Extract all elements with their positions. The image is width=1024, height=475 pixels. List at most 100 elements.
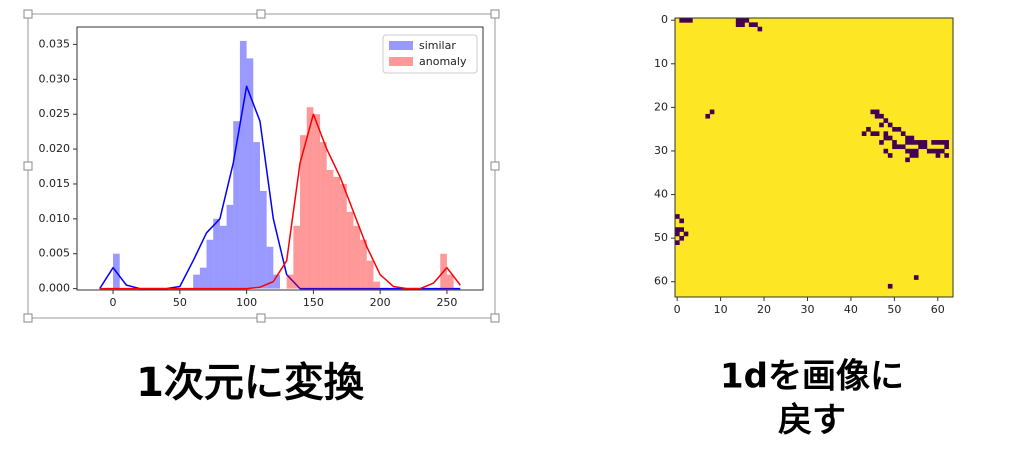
legend-swatch xyxy=(389,57,413,66)
selection-handles xyxy=(23,9,500,323)
heatmap-cell xyxy=(935,148,941,154)
x-tick-label: 20 xyxy=(757,303,771,316)
heatmap-cell xyxy=(879,140,884,145)
heatmap-cell xyxy=(918,144,923,150)
y-tick-label: 0.030 xyxy=(39,72,71,85)
heatmap-cell xyxy=(892,140,897,145)
heatmap-cell xyxy=(887,122,893,128)
heatmap-cell xyxy=(874,113,880,119)
hist-bar xyxy=(346,211,354,289)
heatmap-cell xyxy=(935,153,941,158)
heatmap-cell xyxy=(744,18,750,23)
kde-line xyxy=(99,85,461,290)
hist-bar xyxy=(360,239,367,289)
hist-bar xyxy=(193,274,200,289)
y-tick-label: 20 xyxy=(654,100,668,113)
handle[interactable] xyxy=(490,313,500,323)
plot-frame xyxy=(76,26,484,291)
heatmap-cell xyxy=(735,18,741,23)
heatmap-cell xyxy=(913,275,919,280)
y-tick-label: 0.025 xyxy=(39,107,71,120)
heatmap-cell xyxy=(675,214,680,219)
x-tick-label: 10 xyxy=(714,303,728,316)
heatmap-cell xyxy=(922,140,928,145)
hist-bar xyxy=(446,274,454,289)
handle[interactable] xyxy=(23,161,33,171)
y-tick-label: 0.015 xyxy=(39,177,71,190)
heatmap-cell xyxy=(892,144,897,150)
heatmap-cell xyxy=(740,22,745,28)
heatmap-cell xyxy=(861,131,867,137)
heatmap-cell xyxy=(866,126,871,132)
hist-bar xyxy=(206,239,214,289)
heatmap-cell xyxy=(709,109,715,115)
heatmap-cell xyxy=(883,118,889,123)
heatmap-cell xyxy=(905,140,910,145)
hist-bar xyxy=(199,267,207,289)
hist-bar xyxy=(239,40,247,289)
x-tick-label: 0 xyxy=(674,303,681,316)
x-tick-label: 0 xyxy=(110,296,117,309)
handle[interactable] xyxy=(490,9,500,19)
handle[interactable] xyxy=(23,9,33,19)
heatmap-cell xyxy=(939,140,945,145)
heatmap-cell xyxy=(740,18,745,23)
heatmap-cell xyxy=(905,157,910,163)
hist-bar xyxy=(340,183,347,289)
y-tick-label: 0.010 xyxy=(39,212,71,225)
y-tick-label: 0 xyxy=(661,13,668,26)
caption-left: 1次元に変換 xyxy=(136,360,365,406)
x-tick-label: 50 xyxy=(887,303,901,316)
handle[interactable] xyxy=(23,313,33,323)
caption-right: 戻す xyxy=(778,401,846,441)
heatmap-cell xyxy=(905,148,910,154)
heatmap-cell xyxy=(883,135,889,141)
heatmap-cell xyxy=(909,135,915,141)
heatmap-cell xyxy=(926,148,932,154)
heatmap-cell xyxy=(883,131,889,137)
x-tick-label: 30 xyxy=(800,303,814,316)
heatmap-cell xyxy=(683,231,689,237)
handle[interactable] xyxy=(490,161,500,171)
heatmap-cell xyxy=(879,113,884,119)
handle[interactable] xyxy=(256,9,266,19)
heatmap-cell xyxy=(679,227,684,232)
y-tick-label: 0.020 xyxy=(39,142,71,155)
heatmap-cell xyxy=(892,126,897,132)
heatmap-cell xyxy=(887,135,893,141)
legend-box xyxy=(382,34,478,74)
heatmap-cell xyxy=(918,140,923,145)
heatmap-cell xyxy=(944,140,949,145)
legend-swatch xyxy=(389,41,413,50)
hist-bar xyxy=(246,58,254,289)
heatmap-cell xyxy=(935,140,941,145)
y-tick-label: 10 xyxy=(654,57,668,70)
heatmap-cell xyxy=(675,231,680,237)
hist-bar xyxy=(233,121,240,289)
heatmap-cell xyxy=(874,109,880,115)
x-tick-label: 50 xyxy=(173,296,187,309)
heatmap-cell xyxy=(679,235,684,241)
hist-bar xyxy=(253,142,260,289)
hist-bar xyxy=(353,225,361,289)
hist-bar xyxy=(219,225,227,289)
handle[interactable] xyxy=(256,313,266,323)
y-tick-label: 0.035 xyxy=(39,37,71,50)
heatmap-cell xyxy=(679,218,684,224)
y-tick-label: 30 xyxy=(654,144,668,157)
x-tick-label: 150 xyxy=(303,296,324,309)
heatmap-cell xyxy=(883,148,889,154)
y-tick-label: 0.000 xyxy=(39,282,71,295)
hist-bar xyxy=(333,176,341,289)
heatmap-cell xyxy=(900,144,906,150)
heatmap-cell xyxy=(870,109,876,115)
hist-bar xyxy=(373,281,381,289)
hist-bar xyxy=(259,190,267,289)
hist-bar xyxy=(266,246,274,289)
hist-bar xyxy=(286,274,294,289)
heatmap-cell xyxy=(900,131,906,137)
heatmap-cell xyxy=(887,283,893,289)
heatmap-cell xyxy=(896,126,902,132)
heatmap-cell xyxy=(909,140,915,145)
